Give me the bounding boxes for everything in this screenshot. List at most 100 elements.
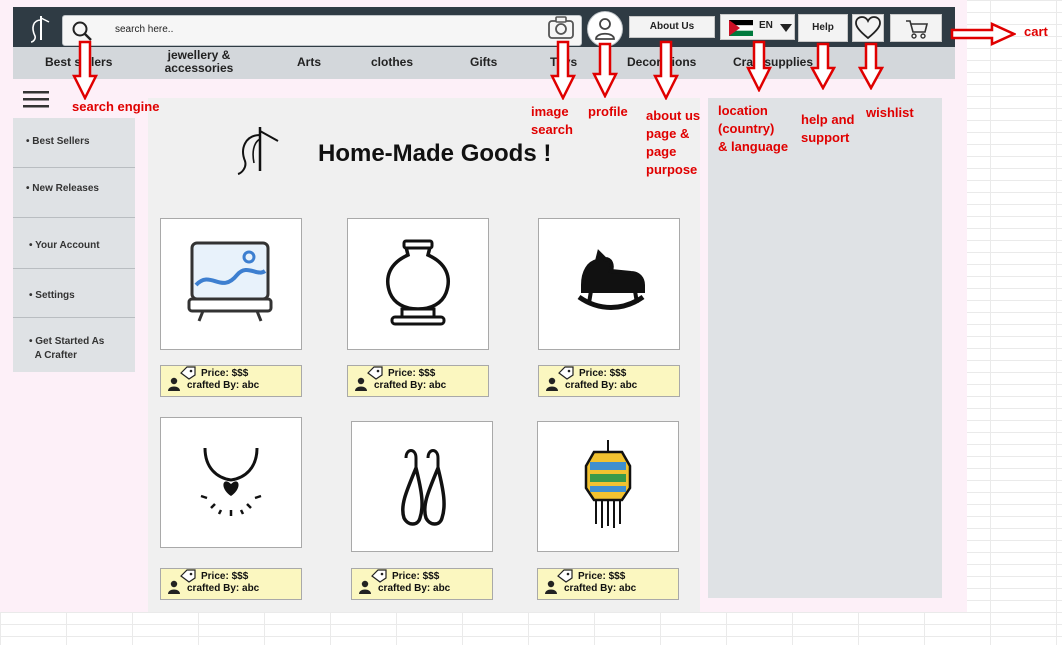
annotation-arrow-down-icon — [858, 42, 884, 90]
product-price: Price: $$$ — [579, 368, 627, 379]
about-us-button[interactable]: About Us — [629, 16, 715, 38]
annotation-arrow-down-icon — [550, 40, 576, 100]
annotation-arrow-right-icon — [950, 22, 1016, 46]
search-icon[interactable] — [71, 20, 93, 42]
product-card-rocking-horse[interactable] — [538, 218, 680, 350]
sidebar-item-label: • Your Account — [29, 240, 100, 251]
product-card-earrings[interactable] — [351, 421, 493, 552]
tag-icon — [371, 569, 387, 583]
tag-icon — [367, 366, 383, 380]
annotation-about: about us page & page purpose — [646, 107, 700, 179]
annotation-line: search — [531, 122, 573, 137]
annotation-arrow-down-icon — [810, 42, 836, 90]
language-code: EN — [759, 20, 773, 31]
person-icon — [355, 377, 367, 391]
needle-thread-logo-icon[interactable] — [27, 14, 53, 44]
annotation-line: location — [718, 103, 768, 118]
chevron-down-icon — [780, 24, 792, 32]
category-jewellery[interactable]: jewellery & accessories — [163, 49, 235, 75]
painting-easel-icon — [187, 241, 273, 322]
category-clothes[interactable]: clothes — [371, 55, 414, 69]
product-crafter: crafted By: abc — [564, 583, 637, 594]
sidebar-item-label: • New Releases — [26, 183, 99, 194]
product-crafter: crafted By: abc — [378, 583, 451, 594]
annotation-line: about us — [646, 108, 701, 123]
annotation-line: purpose — [646, 162, 698, 177]
category-arts[interactable]: Arts — [297, 55, 322, 69]
product-card-painting[interactable] — [160, 218, 302, 350]
product-card-necklace[interactable] — [160, 417, 302, 548]
annotation-help: help and support — [801, 111, 854, 147]
hamburger-menu-icon[interactable] — [20, 87, 52, 111]
cart-button[interactable] — [890, 14, 942, 42]
sidebar-item-label: • Settings — [29, 290, 75, 301]
sidebar: • Best Sellers • New Releases • Your Acc… — [13, 118, 135, 372]
heart-icon — [855, 16, 881, 40]
person-icon — [359, 580, 371, 594]
brand-title: Home-Made Goods ! — [318, 140, 552, 167]
product-crafter: crafted By: abc — [374, 380, 447, 391]
price-tag: Price: $$$ crafted By: abc — [160, 568, 302, 600]
tag-icon — [180, 366, 196, 380]
wishlist-button[interactable] — [852, 14, 884, 42]
needle-thread-brand-icon — [237, 127, 279, 175]
product-crafter: crafted By: abc — [187, 380, 260, 391]
help-button[interactable]: Help — [798, 14, 848, 42]
product-price: Price: $$$ — [201, 571, 249, 582]
person-icon — [168, 580, 180, 594]
sidebar-item-label: • Best Sellers — [26, 136, 90, 147]
annotation-arrow-down-icon — [653, 40, 679, 100]
annotation-line: page — [646, 144, 677, 159]
annotation-location: location (country) & language — [718, 102, 788, 156]
sidebar-item-new-releases[interactable]: • New Releases — [13, 168, 135, 218]
category-craft-supplies[interactable]: Craft supplies — [733, 55, 814, 69]
annotation-cart: cart — [1024, 24, 1048, 39]
right-panel — [708, 98, 942, 598]
profile-button[interactable] — [587, 11, 623, 47]
annotation-line: page & — [646, 126, 690, 141]
tag-icon — [557, 569, 573, 583]
annotation-line: support — [801, 130, 850, 145]
annotation-line: & language — [718, 139, 789, 154]
camera-icon[interactable] — [547, 15, 575, 41]
annotation-wishlist: wishlist — [866, 105, 914, 120]
product-price: Price: $$$ — [392, 571, 440, 582]
annotation-arrow-down-icon — [72, 40, 98, 100]
annotation-line: image — [531, 104, 569, 119]
sidebar-item-your-account[interactable]: • Your Account — [13, 218, 135, 269]
annotation-arrow-down-icon — [746, 40, 772, 92]
language-selector[interactable]: EN — [720, 14, 795, 40]
pottery-vase-icon — [386, 239, 450, 326]
annotation-line: (country) — [718, 121, 775, 136]
product-crafter: crafted By: abc — [565, 380, 638, 391]
category-jewellery-line1: jewellery & — [167, 48, 231, 62]
category-gifts[interactable]: Gifts — [470, 55, 498, 69]
product-price: Price: $$$ — [578, 571, 626, 582]
user-icon — [595, 18, 615, 40]
price-tag: Price: $$$ crafted By: abc — [351, 568, 493, 600]
jordan-flag-icon — [729, 20, 753, 36]
search-input[interactable]: search here.. — [62, 15, 582, 46]
product-crafter: crafted By: abc — [187, 583, 260, 594]
annotation-search-engine: search engine — [72, 99, 160, 114]
lantern-icon — [584, 440, 632, 528]
product-card-lantern[interactable] — [537, 421, 679, 552]
product-price: Price: $$$ — [201, 368, 249, 379]
search-placeholder: search here.. — [115, 24, 174, 35]
category-bar: Best sellers jewellery & accessories Art… — [13, 47, 955, 79]
product-price: Price: $$$ — [388, 368, 436, 379]
person-icon — [546, 377, 558, 391]
sidebar-item-label: • Get Started As A Crafter — [29, 336, 105, 361]
category-best-sellers[interactable]: Best sellers — [45, 55, 113, 69]
sidebar-item-best-sellers[interactable]: • Best Sellers — [13, 118, 135, 168]
price-tag: Price: $$$ crafted By: abc — [537, 568, 679, 600]
person-icon — [545, 580, 557, 594]
necklace-icon — [200, 447, 262, 516]
product-card-vase[interactable] — [347, 218, 489, 350]
tag-icon — [180, 569, 196, 583]
sidebar-item-get-started-crafter[interactable]: • Get Started As A Crafter — [13, 318, 135, 372]
annotation-image-search: image search — [531, 103, 573, 139]
price-tag: Price: $$$ crafted By: abc — [538, 365, 680, 397]
person-icon — [168, 377, 180, 391]
sidebar-item-settings[interactable]: • Settings — [13, 269, 135, 318]
